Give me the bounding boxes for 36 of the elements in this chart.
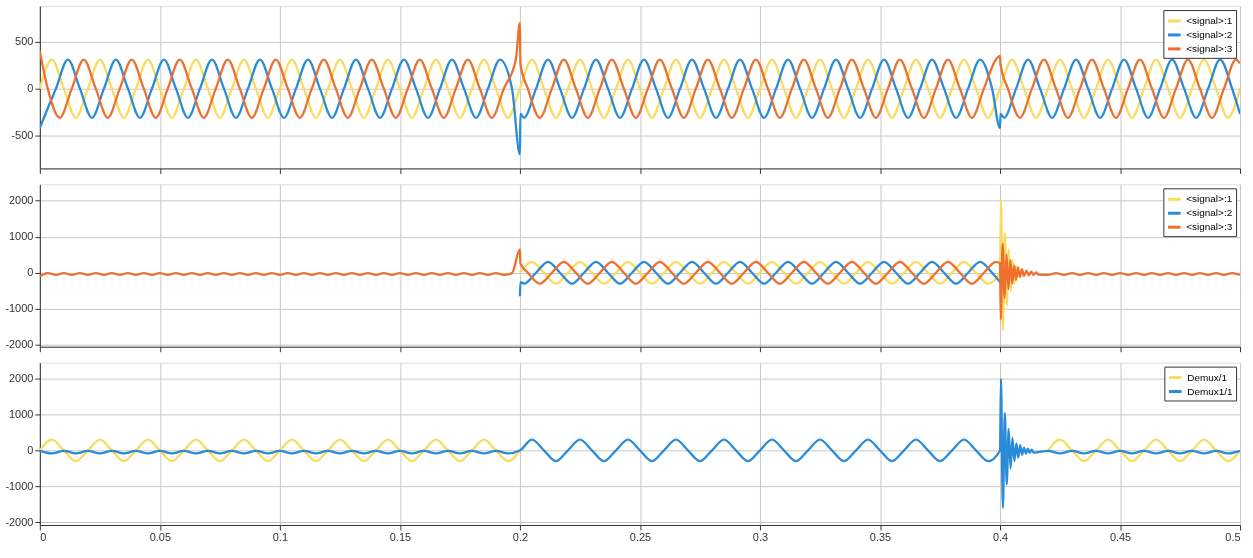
y-tick-label: 500 xyxy=(15,35,34,48)
x-tick-label: 0.25 xyxy=(629,531,652,544)
x-tick-label: 0.1 xyxy=(272,531,288,544)
x-tick-label: 0.05 xyxy=(149,531,172,544)
x-tick-label: 0.4 xyxy=(992,531,1009,544)
y-tick-label: -1000 xyxy=(5,479,34,492)
legend-label: <signal>:1 xyxy=(1186,193,1233,205)
line-series xyxy=(518,199,1018,332)
y-tick-label: -500 xyxy=(11,129,34,142)
x-tick-label: 0.5 xyxy=(1225,531,1241,544)
x-tick-label: 0.45 xyxy=(1109,531,1132,544)
legend-label: <signal>:1 xyxy=(1186,15,1233,26)
y-tick-label: 1000 xyxy=(9,408,34,421)
y-tick-label: 0 xyxy=(27,266,34,279)
line-series xyxy=(39,242,1241,321)
y-tick-label: 2000 xyxy=(9,194,34,207)
y-tick-label: -1000 xyxy=(5,302,34,315)
y-tick-label: 1000 xyxy=(9,230,34,243)
y-tick-label: 2000 xyxy=(9,372,34,385)
y-tick-label: 0 xyxy=(27,443,34,456)
legend-label: <signal>:3 xyxy=(1186,42,1233,54)
y-tick-label: -2000 xyxy=(5,338,34,351)
legend-label: Demux/1 xyxy=(1187,371,1228,383)
legend-label: <signal>:3 xyxy=(1186,221,1233,233)
x-tick-label: 0.3 xyxy=(752,531,769,544)
line-series xyxy=(518,260,1002,298)
line-series xyxy=(39,58,1241,156)
y-tick-label: -2000 xyxy=(5,515,34,528)
x-tick-label: 0.2 xyxy=(512,531,529,544)
x-tick-label: 0.35 xyxy=(869,531,892,544)
x-tick-label: 0 xyxy=(40,531,47,544)
y-tick-label: 0 xyxy=(27,82,34,95)
legend-label: <signal>:2 xyxy=(1186,207,1233,219)
legend-label: Demux1/1 xyxy=(1187,385,1234,397)
legend-label: <signal>:2 xyxy=(1186,28,1233,40)
x-tick-label: 0.15 xyxy=(389,531,412,544)
